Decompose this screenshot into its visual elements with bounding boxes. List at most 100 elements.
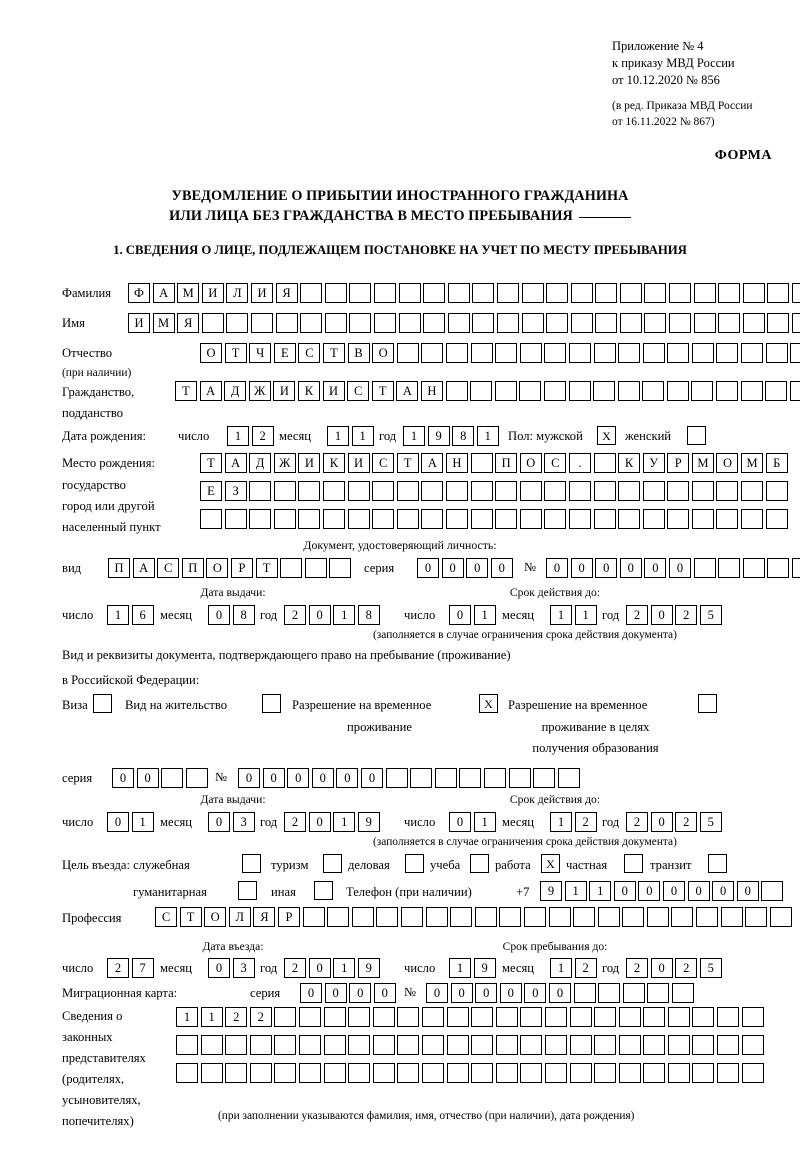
residence-permit-checkbox[interactable] (262, 694, 281, 713)
char-cell[interactable] (470, 453, 493, 473)
char-cell[interactable] (348, 1035, 371, 1055)
char-cell[interactable]: 2 (626, 812, 648, 832)
char-cell[interactable] (348, 1007, 371, 1027)
char-cell[interactable] (446, 1035, 469, 1055)
char-cell[interactable]: Д (224, 381, 247, 401)
char-cell[interactable]: 1 (449, 958, 471, 978)
char-cell[interactable] (298, 1007, 321, 1027)
char-cell[interactable] (494, 381, 517, 401)
char-cell[interactable] (544, 343, 567, 363)
char-cell[interactable] (324, 313, 347, 333)
char-cell[interactable] (400, 907, 423, 927)
char-cell[interactable]: 9 (427, 426, 450, 446)
visa-checkbox[interactable] (93, 694, 112, 713)
char-cell[interactable] (594, 1007, 617, 1027)
char-cell[interactable] (693, 283, 716, 303)
char-cell[interactable] (594, 1035, 617, 1055)
char-cell[interactable] (691, 481, 714, 501)
char-cell[interactable] (495, 481, 518, 501)
char-cell[interactable] (573, 983, 596, 1003)
char-cell[interactable] (421, 1007, 444, 1027)
char-cell[interactable] (519, 481, 542, 501)
char-cell[interactable]: И (298, 453, 321, 473)
char-cell[interactable] (622, 983, 645, 1003)
char-cell[interactable]: 2 (574, 812, 597, 832)
char-cell[interactable] (568, 481, 591, 501)
char-cell[interactable] (692, 1035, 715, 1055)
char-cell[interactable]: 1 (589, 881, 612, 901)
char-cell[interactable] (446, 1007, 469, 1027)
char-cell[interactable] (693, 313, 716, 333)
char-cell[interactable]: 0 (466, 558, 489, 578)
char-cell[interactable] (470, 481, 493, 501)
char-cell[interactable]: 0 (311, 768, 334, 788)
char-cell[interactable] (372, 1035, 395, 1055)
char-cell[interactable] (742, 283, 765, 303)
char-cell[interactable]: 3 (232, 958, 255, 978)
char-cell[interactable]: О (519, 453, 542, 473)
char-cell[interactable]: 0 (490, 558, 513, 578)
char-cell[interactable] (445, 509, 468, 529)
char-cell[interactable]: 0 (449, 812, 471, 832)
char-cell[interactable]: 8 (452, 426, 475, 446)
char-cell[interactable]: С (347, 381, 370, 401)
char-cell[interactable]: 0 (349, 983, 372, 1003)
char-cell[interactable] (593, 453, 616, 473)
char-cell[interactable] (669, 283, 692, 303)
char-cell[interactable] (322, 509, 345, 529)
purpose-business-checkbox[interactable] (405, 854, 424, 873)
char-cell[interactable] (280, 558, 303, 578)
char-cell[interactable]: 1 (476, 426, 499, 446)
char-cell[interactable] (618, 343, 641, 363)
char-cell[interactable] (642, 381, 665, 401)
char-cell[interactable]: С (372, 453, 395, 473)
char-cell[interactable]: Р (667, 453, 690, 473)
char-cell[interactable] (761, 881, 784, 901)
char-cell[interactable] (471, 1007, 494, 1027)
char-cell[interactable]: 0 (619, 558, 642, 578)
char-cell[interactable] (569, 1007, 592, 1027)
char-cell[interactable]: 2 (675, 605, 698, 625)
char-cell[interactable] (495, 1007, 518, 1027)
char-cell[interactable]: Ч (249, 343, 272, 363)
char-cell[interactable]: Л (226, 283, 249, 303)
char-cell[interactable] (544, 1035, 567, 1055)
char-cell[interactable] (594, 1063, 617, 1083)
temp-edu-checkbox[interactable] (698, 694, 717, 713)
char-cell[interactable] (425, 907, 448, 927)
char-cell[interactable]: Н (420, 381, 443, 401)
char-cell[interactable]: 0 (687, 881, 710, 901)
char-cell[interactable] (499, 907, 522, 927)
birthplace-boxes-row-3[interactable] (200, 509, 788, 529)
char-cell[interactable] (322, 481, 345, 501)
char-cell[interactable] (450, 907, 473, 927)
char-cell[interactable]: 2 (284, 605, 306, 625)
char-cell[interactable] (372, 509, 395, 529)
char-cell[interactable]: 0 (450, 983, 473, 1003)
char-cell[interactable] (618, 1007, 641, 1027)
char-cell[interactable] (570, 313, 593, 333)
char-cell[interactable] (521, 313, 544, 333)
char-cell[interactable] (646, 907, 669, 927)
char-cell[interactable] (483, 768, 506, 788)
char-cell[interactable] (323, 1063, 346, 1083)
char-cell[interactable]: 0 (136, 768, 159, 788)
char-cell[interactable]: С (155, 907, 177, 927)
char-cell[interactable] (397, 1007, 420, 1027)
char-cell[interactable]: 1 (333, 958, 356, 978)
char-cell[interactable] (298, 1035, 321, 1055)
char-cell[interactable]: А (199, 381, 222, 401)
char-cell[interactable] (745, 907, 768, 927)
char-cell[interactable]: 9 (357, 958, 380, 978)
char-cell[interactable] (373, 283, 396, 303)
char-cell[interactable]: 2 (675, 812, 698, 832)
char-cell[interactable]: 0 (499, 983, 522, 1003)
